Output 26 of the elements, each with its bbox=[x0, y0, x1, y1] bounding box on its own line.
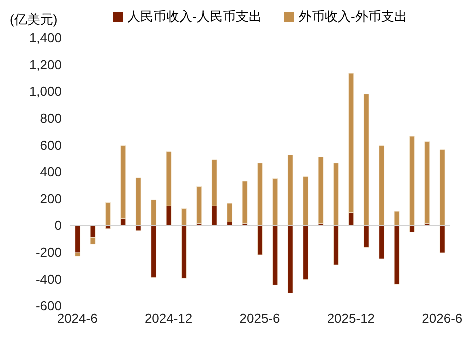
bar bbox=[242, 181, 248, 224]
y-axis-title: (亿美元) bbox=[10, 11, 58, 29]
x-tick-label: 2025-6 bbox=[240, 311, 280, 326]
y-tick-label: 200 bbox=[40, 191, 62, 206]
legend-label: 外币收入-外币支出 bbox=[298, 8, 408, 26]
x-tick-label: 2024-6 bbox=[57, 311, 98, 326]
y-tick-label: 1,000 bbox=[29, 84, 62, 100]
bar bbox=[227, 203, 233, 222]
y-tick-label: -600 bbox=[36, 298, 62, 314]
bar bbox=[318, 157, 324, 224]
legend-label: 人民币收入-人民币支出 bbox=[126, 8, 262, 26]
x-tick-label: 2025-12 bbox=[327, 311, 376, 326]
x-tick-label: 2026-6 bbox=[422, 311, 463, 326]
bar bbox=[105, 202, 111, 226]
x-tick-label: 2024-12 bbox=[144, 311, 193, 326]
y-tick-label: -200 bbox=[36, 245, 62, 260]
y-tick-label: 1,400 bbox=[29, 30, 62, 46]
y-tick-label: 1,200 bbox=[29, 57, 62, 72]
y-tick-label: 600 bbox=[40, 138, 62, 153]
bar bbox=[424, 142, 430, 224]
bar bbox=[75, 225, 81, 254]
y-tick-label: 0 bbox=[54, 218, 62, 234]
y-tick-label: 800 bbox=[40, 111, 62, 126]
bar bbox=[196, 186, 202, 224]
y-tick-label: 400 bbox=[40, 164, 62, 180]
y-tick-label: -400 bbox=[36, 272, 62, 287]
